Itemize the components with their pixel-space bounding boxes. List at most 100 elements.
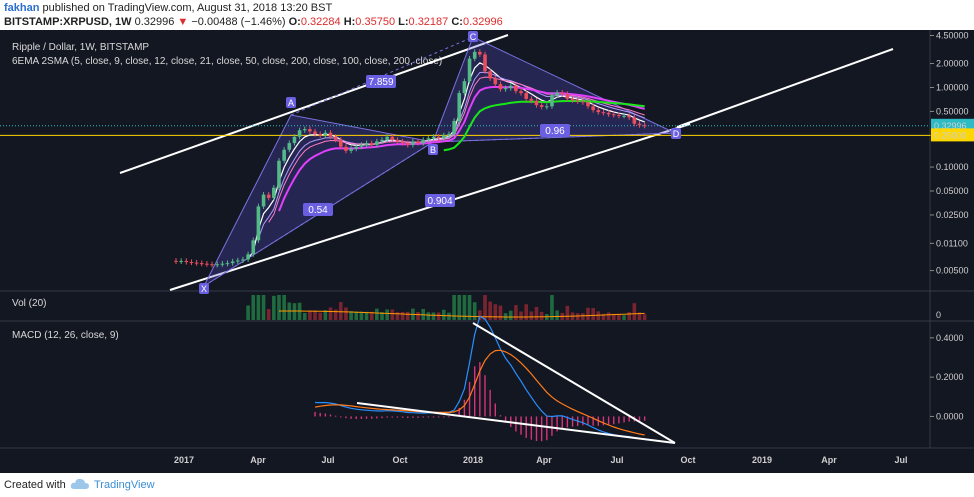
candle-body: [205, 263, 209, 265]
candle-body: [308, 129, 312, 132]
author-link[interactable]: fakhan: [4, 2, 40, 14]
candle-body: [241, 259, 245, 261]
candle-body: [611, 114, 616, 116]
volume-bar: [426, 312, 431, 320]
candle-body: [184, 260, 189, 263]
volume-bar: [642, 314, 647, 320]
volume-bar: [565, 305, 570, 320]
ema-12-line: [268, 76, 645, 223]
chart-background: [0, 30, 974, 473]
pattern-point-x-badge: [199, 283, 209, 294]
macd-histogram-bar: [407, 416, 409, 419]
ratio-badge: [303, 203, 333, 216]
macd-histogram-bar: [489, 389, 491, 417]
macd-histogram-bar: [582, 416, 584, 426]
volume-bar: [385, 309, 389, 320]
volume-bar: [246, 305, 250, 320]
macd-histogram-bar: [520, 416, 522, 435]
candle-body: [375, 141, 379, 145]
close-value: 0.32996: [462, 16, 503, 28]
macd-histogram-bar: [365, 416, 368, 419]
candle-body: [369, 143, 374, 145]
high-label: H:: [343, 16, 356, 28]
pattern-ratio-label: 0.96: [545, 126, 565, 137]
macd-histogram-bar: [437, 416, 440, 418]
macd-histogram-bar: [566, 416, 569, 428]
macd-histogram-bar: [329, 414, 332, 417]
macd-histogram-bar: [463, 399, 466, 417]
candle-body: [313, 131, 317, 135]
macd-histogram-bar: [474, 366, 476, 417]
macd-histogram-bar: [443, 416, 445, 418]
macd-y-tick-label: 0.2000: [936, 372, 964, 382]
candle-body: [503, 88, 508, 90]
candle-body: [349, 148, 353, 151]
candle-body: [421, 139, 425, 144]
pattern-point-a-badge: [286, 97, 296, 108]
volume-bar: [323, 310, 328, 320]
ema-21-line: [278, 85, 645, 212]
volume-bar: [339, 301, 343, 320]
volume-bar: [442, 309, 446, 320]
volume-bar: [586, 307, 590, 320]
candle-body: [339, 139, 343, 147]
candle-body: [215, 264, 219, 266]
volume-bar: [359, 311, 364, 320]
candle-body: [400, 141, 405, 144]
volume-bar: [550, 295, 554, 320]
candle-body: [302, 129, 307, 131]
volume-label: Vol (20): [12, 298, 46, 309]
macd-histogram-bar: [396, 416, 399, 418]
macd-histogram-bar: [638, 416, 641, 422]
macd-histogram-bar: [484, 375, 486, 417]
macd-lower-trendline: [356, 402, 676, 444]
pattern-point-b: B: [430, 145, 436, 155]
candle-body: [287, 143, 292, 150]
volume-bar: [622, 315, 626, 320]
volume-bar: [467, 295, 472, 320]
candle-body: [534, 100, 539, 106]
candle-body: [524, 93, 528, 99]
candle-body: [493, 78, 498, 85]
volume-bar: [277, 295, 281, 320]
candle-body: [581, 101, 585, 103]
volume-bar: [457, 295, 462, 320]
candle-body: [297, 130, 302, 137]
candle-body: [359, 144, 364, 147]
candle-body: [442, 135, 446, 139]
candle-body: [277, 160, 281, 188]
volume-bar: [529, 311, 534, 320]
macd-histogram-bar: [530, 416, 533, 440]
signal-line: [314, 349, 645, 436]
macd-histogram-bar: [319, 412, 321, 417]
tradingview-link[interactable]: TradingView: [94, 479, 155, 491]
candle-body: [426, 138, 431, 140]
chart-canvas[interactable]: 2017 Apr Jul Oct 2018 Apr Jul Oct 2019 Apr Jul 4.50…: [0, 30, 974, 473]
macd-histogram-bar: [587, 416, 589, 426]
candle-body: [251, 240, 256, 255]
macd-histogram-bar: [360, 416, 363, 420]
volume-bar: [349, 311, 353, 320]
candle-body: [220, 263, 225, 265]
price-change: −0.00488 (−1.46%): [191, 16, 286, 28]
x-tick-label: Jul: [610, 455, 623, 465]
price-axis-panel: [930, 30, 974, 473]
candle-body: [354, 146, 359, 149]
open-label: O:: [288, 16, 301, 28]
ratio-badge: [366, 75, 396, 88]
candle-body: [637, 123, 642, 126]
candle-body: [555, 92, 559, 96]
macd-histogram-bar: [556, 416, 558, 432]
y-tick-label: 0.01100: [936, 238, 968, 248]
y-tick-label: 4.50000: [936, 31, 969, 41]
volume-bar: [472, 302, 477, 320]
current-price-label: 0.32996: [934, 121, 967, 131]
volume-bar: [436, 312, 441, 320]
macd-histogram-bar: [386, 416, 388, 418]
volume-bar: [256, 295, 261, 320]
candle-body: [256, 206, 261, 241]
candle-body: [292, 136, 297, 144]
y-tick-label: 0.05000: [936, 186, 969, 196]
volume-bar: [611, 313, 616, 320]
y-tick-label: 0.00500: [936, 266, 969, 276]
